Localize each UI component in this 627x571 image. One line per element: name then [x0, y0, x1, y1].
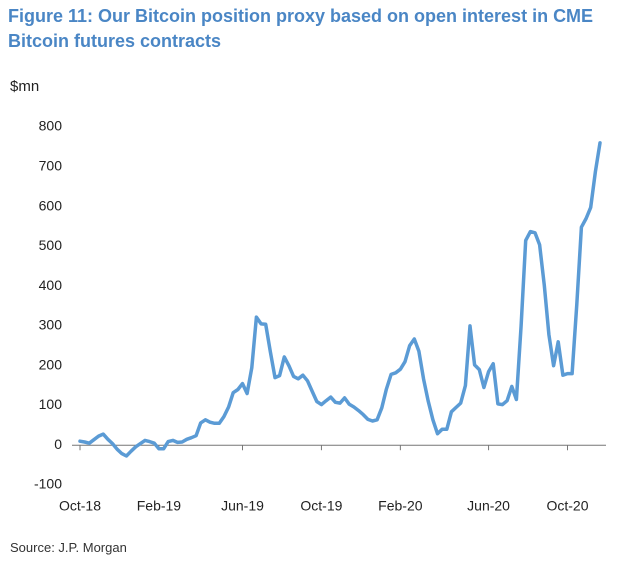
- x-tick-label: Oct-19: [300, 498, 342, 514]
- data-line: [78, 141, 602, 458]
- x-tick-label: Jun-20: [467, 498, 510, 514]
- y-tick-label: 400: [39, 277, 63, 293]
- chart-title: Figure 11: Our Bitcoin position proxy ba…: [8, 6, 594, 51]
- y-tick-label: 0: [54, 436, 62, 452]
- y-tick-label: 100: [39, 396, 63, 412]
- y-tick-label: 300: [39, 317, 63, 333]
- y-tick-label: 700: [39, 157, 63, 173]
- y-axis-label: $mn: [10, 78, 40, 95]
- source-note: Source: J.P. Morgan: [10, 540, 127, 555]
- x-tick-label: Feb-19: [137, 498, 182, 514]
- y-tick-label: 200: [39, 356, 63, 372]
- y-tick-label: 800: [39, 118, 63, 134]
- y-tick-label: 600: [39, 197, 63, 213]
- x-tick-label: Feb-20: [378, 498, 423, 514]
- y-tick-label: 500: [39, 237, 63, 253]
- x-tick-label: Oct-18: [59, 498, 101, 514]
- x-tick-label: Oct-20: [546, 498, 588, 514]
- y-tick-label: -100: [34, 476, 62, 492]
- x-tick-label: Jun-19: [221, 498, 264, 514]
